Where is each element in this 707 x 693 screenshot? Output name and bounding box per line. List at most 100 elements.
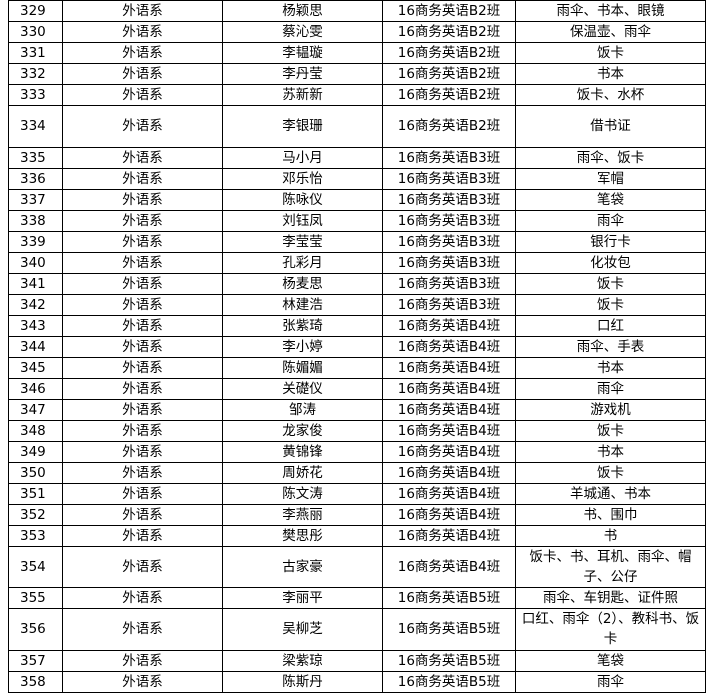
table-row: 339 外语系 李莹莹 16商务英语B3班 银行卡 — [8, 230, 706, 253]
lost-items: 笔袋 — [515, 649, 706, 672]
class-name: 16商务英语B4班 — [382, 440, 516, 463]
department: 外语系 — [62, 293, 223, 316]
student-name: 邓乐怡 — [222, 167, 383, 190]
class-name: 16商务英语B4班 — [382, 377, 516, 400]
row-number: 330 — [8, 21, 63, 43]
student-name: 古家豪 — [222, 545, 383, 588]
table-row: 345 外语系 陈媚媚 16商务英语B4班 书本 — [8, 356, 706, 379]
lost-items: 雨伞、书本、眼镜 — [515, 0, 706, 22]
row-number: 332 — [8, 63, 63, 85]
class-name: 16商务英语B4班 — [382, 419, 516, 442]
table-row: 329 外语系 杨颖思 16商务英语B2班 雨伞、书本、眼镜 — [8, 0, 706, 22]
class-name: 16商务英语B3班 — [382, 230, 516, 253]
row-number: 346 — [8, 377, 63, 400]
table-row: 355 外语系 李丽平 16商务英语B5班 雨伞、车钥匙、证件照 — [8, 587, 706, 609]
table-row: 336 外语系 邓乐怡 16商务英语B3班 军帽 — [8, 167, 706, 190]
table-row: 334 外语系 李银珊 16商务英语B2班 借书证 — [8, 105, 706, 148]
department: 外语系 — [62, 188, 223, 211]
class-name: 16商务英语B2班 — [382, 84, 516, 106]
department: 外语系 — [62, 545, 223, 588]
table-row: 347 外语系 邹涛 16商务英语B4班 游戏机 — [8, 398, 706, 421]
row-number: 337 — [8, 188, 63, 211]
student-name: 周娇花 — [222, 461, 383, 484]
row-number: 338 — [8, 209, 63, 232]
table-row: 348 外语系 龙家俊 16商务英语B4班 饭卡 — [8, 419, 706, 442]
department: 外语系 — [62, 0, 223, 22]
table-row: 346 外语系 关礎仪 16商务英语B4班 雨伞 — [8, 377, 706, 400]
class-name: 16商务英语B2班 — [382, 21, 516, 43]
row-number: 348 — [8, 419, 63, 442]
student-name: 刘钰凤 — [222, 209, 383, 232]
department: 外语系 — [62, 84, 223, 106]
row-number: 345 — [8, 356, 63, 379]
department: 外语系 — [62, 230, 223, 253]
table-row: 330 外语系 蔡沁雯 16商务英语B2班 保温壶、雨伞 — [8, 21, 706, 43]
student-name: 陈斯丹 — [222, 670, 383, 693]
class-name: 16商务英语B5班 — [382, 649, 516, 672]
student-name: 李丽平 — [222, 587, 383, 609]
lost-items: 雨伞、手表 — [515, 335, 706, 358]
table-row: 350 外语系 周娇花 16商务英语B4班 饭卡 — [8, 461, 706, 484]
class-name: 16商务英语B4班 — [382, 314, 516, 337]
row-number: 329 — [8, 0, 63, 22]
lost-items: 游戏机 — [515, 398, 706, 421]
class-name: 16商务英语B5班 — [382, 670, 516, 693]
class-name: 16商务英语B3班 — [382, 293, 516, 316]
lost-items: 饭卡 — [515, 461, 706, 484]
student-name: 陈媚媚 — [222, 356, 383, 379]
lost-items: 雨伞 — [515, 209, 706, 232]
lost-items: 饭卡 — [515, 419, 706, 442]
row-number: 340 — [8, 251, 63, 274]
class-name: 16商务英语B4班 — [382, 461, 516, 484]
class-name: 16商务英语B4班 — [382, 503, 516, 526]
department: 外语系 — [62, 251, 223, 274]
lost-items: 口红、雨伞（2）、教科书、饭卡 — [515, 608, 706, 651]
class-name: 16商务英语B5班 — [382, 587, 516, 609]
class-name: 16商务英语B2班 — [382, 63, 516, 85]
class-name: 16商务英语B2班 — [382, 0, 516, 22]
row-number: 344 — [8, 335, 63, 358]
lost-items: 书本 — [515, 440, 706, 463]
row-number: 349 — [8, 440, 63, 463]
student-name: 李丹莹 — [222, 63, 383, 85]
class-name: 16商务英语B3班 — [382, 251, 516, 274]
class-name: 16商务英语B4班 — [382, 482, 516, 505]
row-number: 354 — [8, 545, 63, 588]
department: 外语系 — [62, 398, 223, 421]
class-name: 16商务英语B5班 — [382, 608, 516, 651]
table-row: 354 外语系 古家豪 16商务英语B4班 饭卡、书、耳机、雨伞、帽子、公仔 — [8, 545, 706, 588]
lost-items: 书、围巾 — [515, 503, 706, 526]
class-name: 16商务英语B3班 — [382, 146, 516, 169]
lost-items: 雨伞、车钥匙、证件照 — [515, 587, 706, 609]
row-number: 351 — [8, 482, 63, 505]
class-name: 16商务英语B4班 — [382, 335, 516, 358]
student-name: 李银珊 — [222, 105, 383, 148]
table-row: 340 外语系 孔彩月 16商务英语B3班 化妆包 — [8, 251, 706, 274]
table-row: 349 外语系 黄锦锋 16商务英语B4班 书本 — [8, 440, 706, 463]
lost-items: 借书证 — [515, 105, 706, 148]
department: 外语系 — [62, 419, 223, 442]
department: 外语系 — [62, 146, 223, 169]
department: 外语系 — [62, 608, 223, 651]
student-name: 梁紫琼 — [222, 649, 383, 672]
row-number: 356 — [8, 608, 63, 651]
class-name: 16商务英语B3班 — [382, 272, 516, 295]
student-name: 邹涛 — [222, 398, 383, 421]
row-number: 339 — [8, 230, 63, 253]
student-name: 关礎仪 — [222, 377, 383, 400]
row-number: 355 — [8, 587, 63, 609]
department: 外语系 — [62, 670, 223, 693]
table-row: 343 外语系 张紫琦 16商务英语B4班 口红 — [8, 314, 706, 337]
student-name: 陈文涛 — [222, 482, 383, 505]
department: 外语系 — [62, 272, 223, 295]
lost-items: 饭卡 — [515, 272, 706, 295]
lost-items: 饭卡、水杯 — [515, 84, 706, 106]
table-row: 353 外语系 樊思彤 16商务英语B4班书 — [8, 524, 706, 547]
lost-items: 书本 — [515, 63, 706, 85]
lost-items: 书 — [515, 524, 706, 547]
department: 外语系 — [62, 42, 223, 64]
row-number: 358 — [8, 670, 63, 693]
student-name: 张紫琦 — [222, 314, 383, 337]
department: 外语系 — [62, 461, 223, 484]
